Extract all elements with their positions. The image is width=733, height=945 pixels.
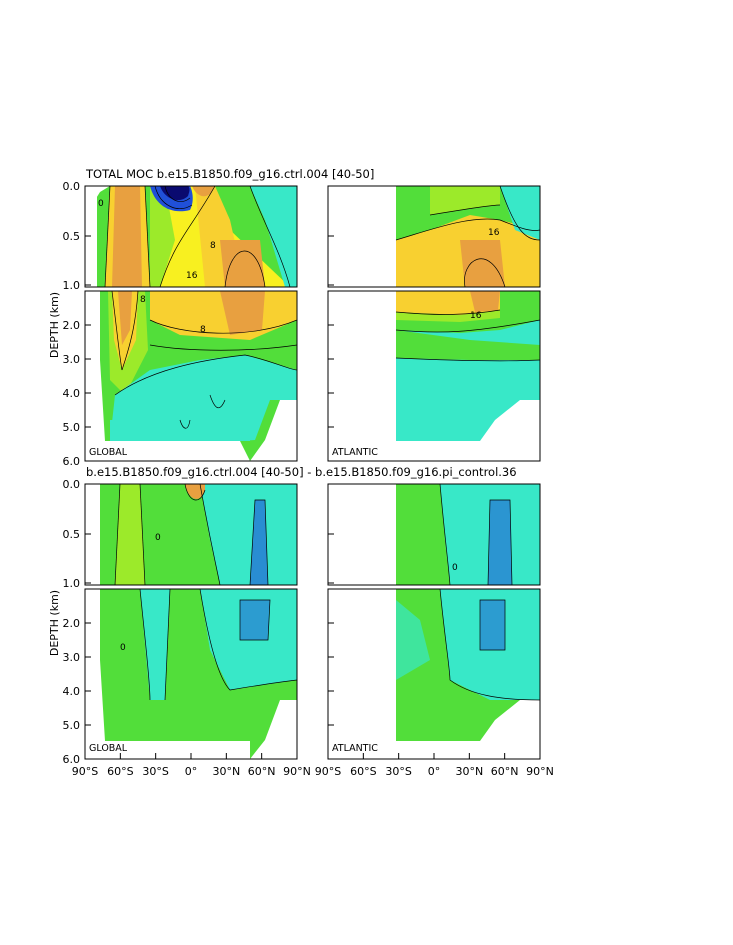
contour-label: 8 [140, 295, 146, 305]
contour-label: 16 [488, 228, 500, 238]
panel-total-global-upper: 0 8 16 [84, 185, 298, 288]
diff-ylabel: DEPTH (km) [48, 590, 61, 656]
y-tick-label: 1.0 [63, 279, 81, 292]
y-tick-label: 3.0 [63, 353, 81, 366]
x-tick-label: 90°S [315, 765, 341, 778]
x-tick-label: 30°N [455, 765, 483, 778]
axes: 0.0 0.5 1.0 2.0 3.0 4.0 5.0 6.0 0.0 0.5 1.0 2.0 3.0 4… [63, 180, 554, 778]
region-tag-atlantic: ATLANTIC [332, 743, 378, 754]
y-tick-label: 1.0 [63, 577, 81, 590]
y-tick-label: 5.0 [63, 421, 81, 434]
y-tick-label: 5.0 [63, 719, 81, 732]
contour-label: 16 [470, 311, 482, 321]
x-tick-label: 60°S [107, 765, 133, 778]
x-tick-label: 90°S [72, 765, 98, 778]
region-tag-global: GLOBAL [89, 743, 128, 754]
panel-diff-atlantic-upper: 0 [327, 483, 541, 586]
diff-title: b.e15.B1850.f09_g16.ctrl.004 [40-50] - b… [86, 465, 517, 479]
top-title: TOTAL MOC b.e15.B1850.f09_g16.ctrl.004 [… [85, 167, 374, 181]
top-ylabel: DEPTH (km) [48, 292, 61, 358]
y-tick-label: 0.5 [63, 230, 81, 243]
contour-label: 0 [98, 199, 104, 209]
y-tick-label: 4.0 [63, 387, 81, 400]
y-tick-label: 0.5 [63, 528, 81, 541]
contour-label: 8 [200, 325, 206, 335]
panel-diff-global-upper: 0 [84, 483, 298, 586]
panel-total-atlantic-upper: 16 [327, 185, 541, 288]
x-tick-label: 30°N [212, 765, 240, 778]
region-tag-atlantic: ATLANTIC [332, 447, 378, 458]
panel-total-global-lower: 8 8 GLOBAL [84, 290, 298, 462]
x-tick-label: 60°N [491, 765, 519, 778]
y-tick-label: 6.0 [63, 455, 81, 468]
y-tick-label: 0.0 [63, 478, 81, 491]
y-tick-label: 3.0 [63, 651, 81, 664]
x-tick-label: 0° [428, 765, 441, 778]
contour-label: 0 [155, 533, 161, 543]
panel-diff-atlantic-lower: ATLANTIC [327, 588, 541, 760]
x-tick-label: 0° [185, 765, 198, 778]
x-tick-label: 90°N [283, 765, 311, 778]
y-tick-label: 4.0 [63, 685, 81, 698]
x-tick-label: 60°N [248, 765, 276, 778]
x-tick-label: 30°S [385, 765, 411, 778]
contour-label: 8 [210, 241, 216, 251]
y-tick-label: 2.0 [63, 319, 81, 332]
x-tick-label: 30°S [142, 765, 168, 778]
x-tick-label: 90°N [526, 765, 554, 778]
contour-label: 0 [452, 563, 458, 573]
x-tick-label: 60°S [350, 765, 376, 778]
region-tag-global: GLOBAL [89, 447, 128, 458]
y-tick-label: 0.0 [63, 180, 81, 193]
contour-label: 16 [186, 271, 198, 281]
contour-label: 0 [120, 643, 126, 653]
panel-total-atlantic-lower: 16 ATLANTIC [327, 290, 541, 462]
y-tick-label: 2.0 [63, 617, 81, 630]
y-tick-label: 6.0 [63, 753, 81, 766]
panel-diff-global-lower: 0 GLOBAL [84, 588, 298, 760]
